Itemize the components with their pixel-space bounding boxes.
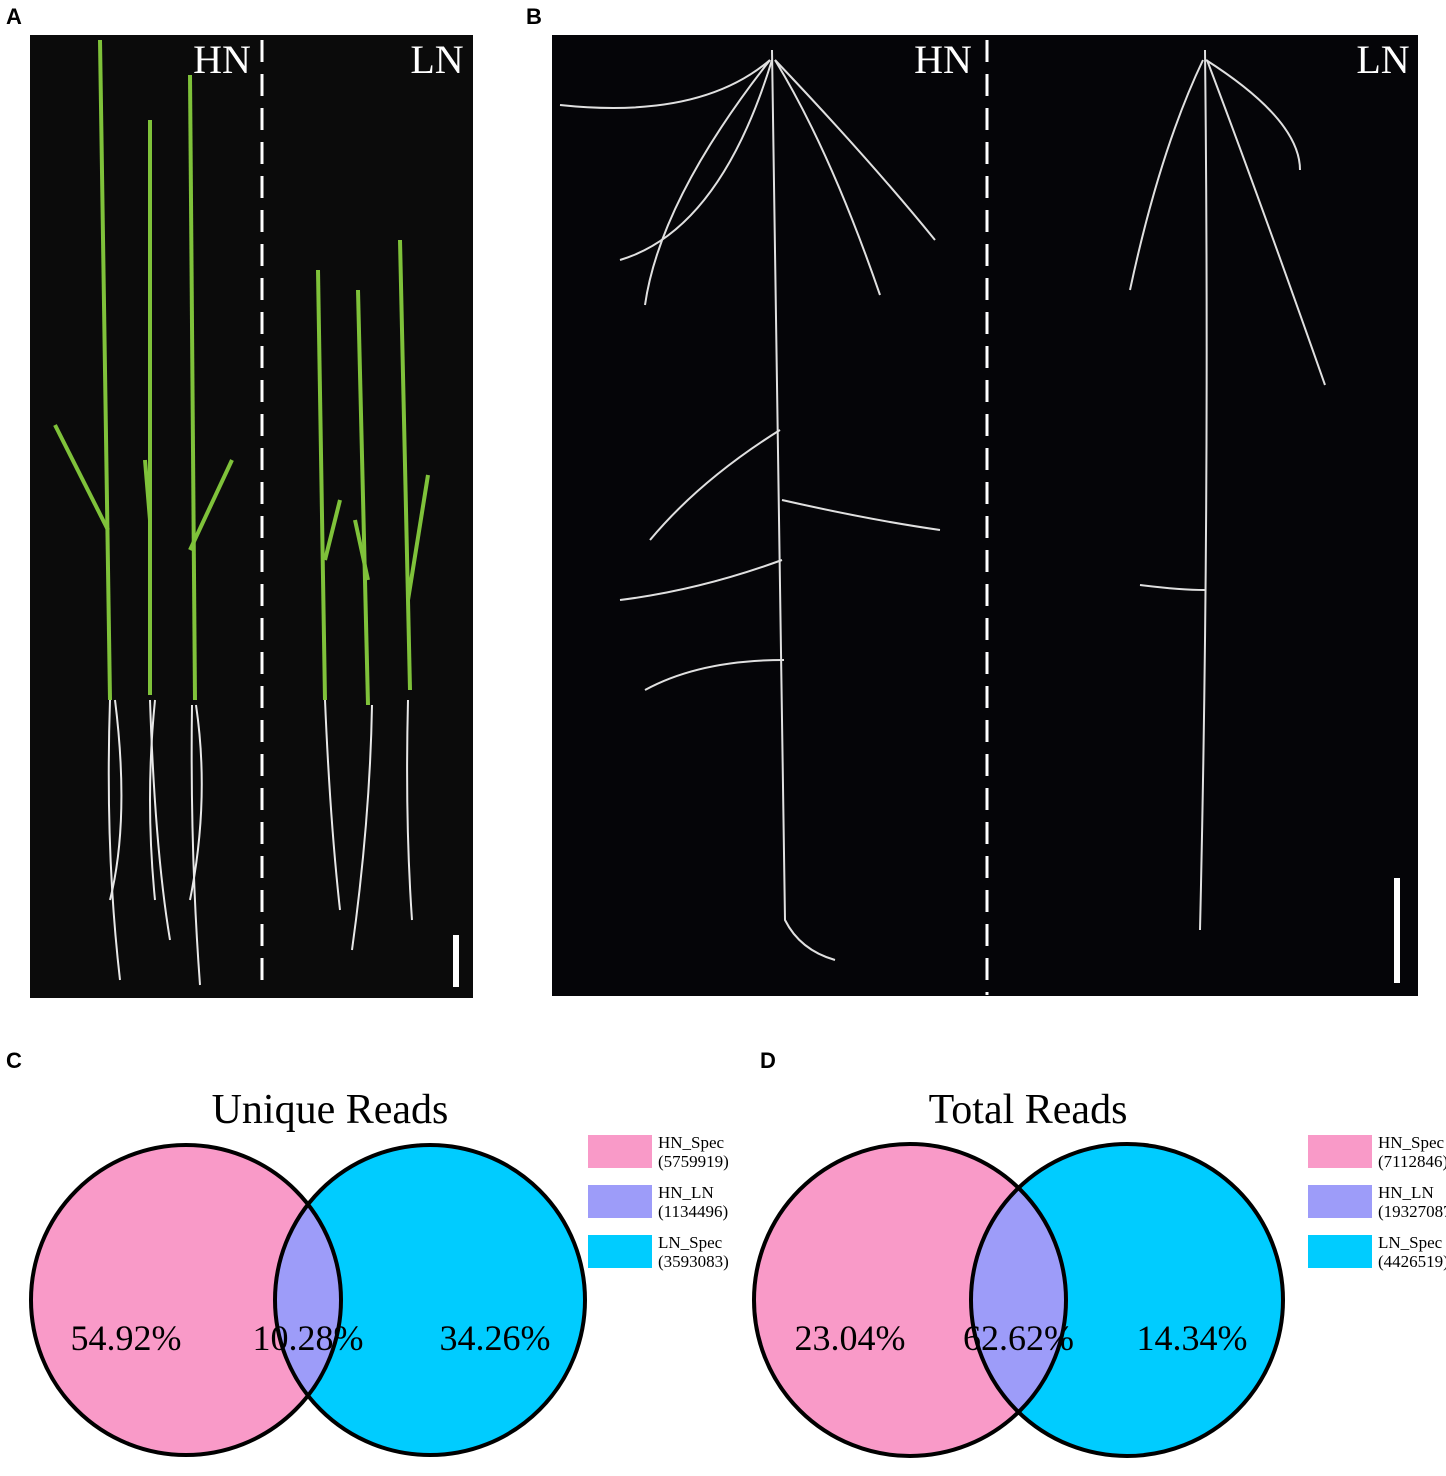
scale-bar-b xyxy=(1394,878,1400,983)
venn-percent: 62.62% xyxy=(963,1318,1074,1358)
panel-label: B xyxy=(526,4,542,29)
legend-swatch xyxy=(588,1235,652,1268)
venn-percent: 14.34% xyxy=(1137,1318,1248,1358)
venn-title: Unique Reads xyxy=(212,1087,449,1133)
legend-swatch xyxy=(588,1135,652,1168)
venn-outline xyxy=(273,1143,587,1457)
venn-set xyxy=(754,1144,1066,1456)
photo-text: LN xyxy=(1356,37,1409,82)
photo-text: LN xyxy=(410,37,463,82)
legend-count: (3593083) xyxy=(658,1252,729,1271)
legend-swatch xyxy=(1308,1235,1372,1268)
legend-name: HN_LN xyxy=(658,1183,714,1202)
legend-name: HN_Spec xyxy=(1378,1133,1445,1152)
photo-text: HN xyxy=(193,37,251,82)
roots-a xyxy=(107,699,413,986)
venn-percent: 54.92% xyxy=(71,1318,182,1358)
shoots-a xyxy=(53,39,430,706)
venn-percent: 10.28% xyxy=(253,1318,364,1358)
legend-count: (4426519) xyxy=(1378,1252,1446,1271)
legend-swatch xyxy=(1308,1135,1372,1168)
legend-name: LN_Spec xyxy=(1378,1233,1443,1252)
venn-percent: 23.04% xyxy=(795,1318,906,1358)
legend-swatch xyxy=(588,1185,652,1218)
legend-count: (19327087) xyxy=(1378,1202,1446,1221)
legend-count: (1134496) xyxy=(658,1202,728,1221)
legend-swatch xyxy=(1308,1185,1372,1218)
legend-name: HN_Spec xyxy=(658,1133,725,1152)
venn-set xyxy=(275,1145,585,1455)
panel-label: A xyxy=(6,4,22,29)
legend-count: (5759919) xyxy=(658,1152,729,1171)
photo-text: HN xyxy=(914,37,972,82)
legend-count: (7112846) xyxy=(1378,1152,1446,1171)
panel-label: D xyxy=(760,1048,776,1073)
roots-b xyxy=(559,49,1326,961)
venn-outline xyxy=(969,1142,1285,1458)
scale-bar-a xyxy=(453,935,459,987)
legend-name: LN_Spec xyxy=(658,1233,723,1252)
venn-percent: 34.26% xyxy=(440,1318,551,1358)
panel-label: C xyxy=(6,1048,22,1073)
venn-set xyxy=(31,1145,341,1455)
venn-title: Total Reads xyxy=(929,1087,1128,1133)
venn-set xyxy=(971,1144,1283,1456)
legend-name: HN_LN xyxy=(1378,1183,1434,1202)
venn-outline xyxy=(29,1143,343,1457)
venn-outline xyxy=(752,1142,1068,1458)
photo-b xyxy=(552,35,1418,996)
